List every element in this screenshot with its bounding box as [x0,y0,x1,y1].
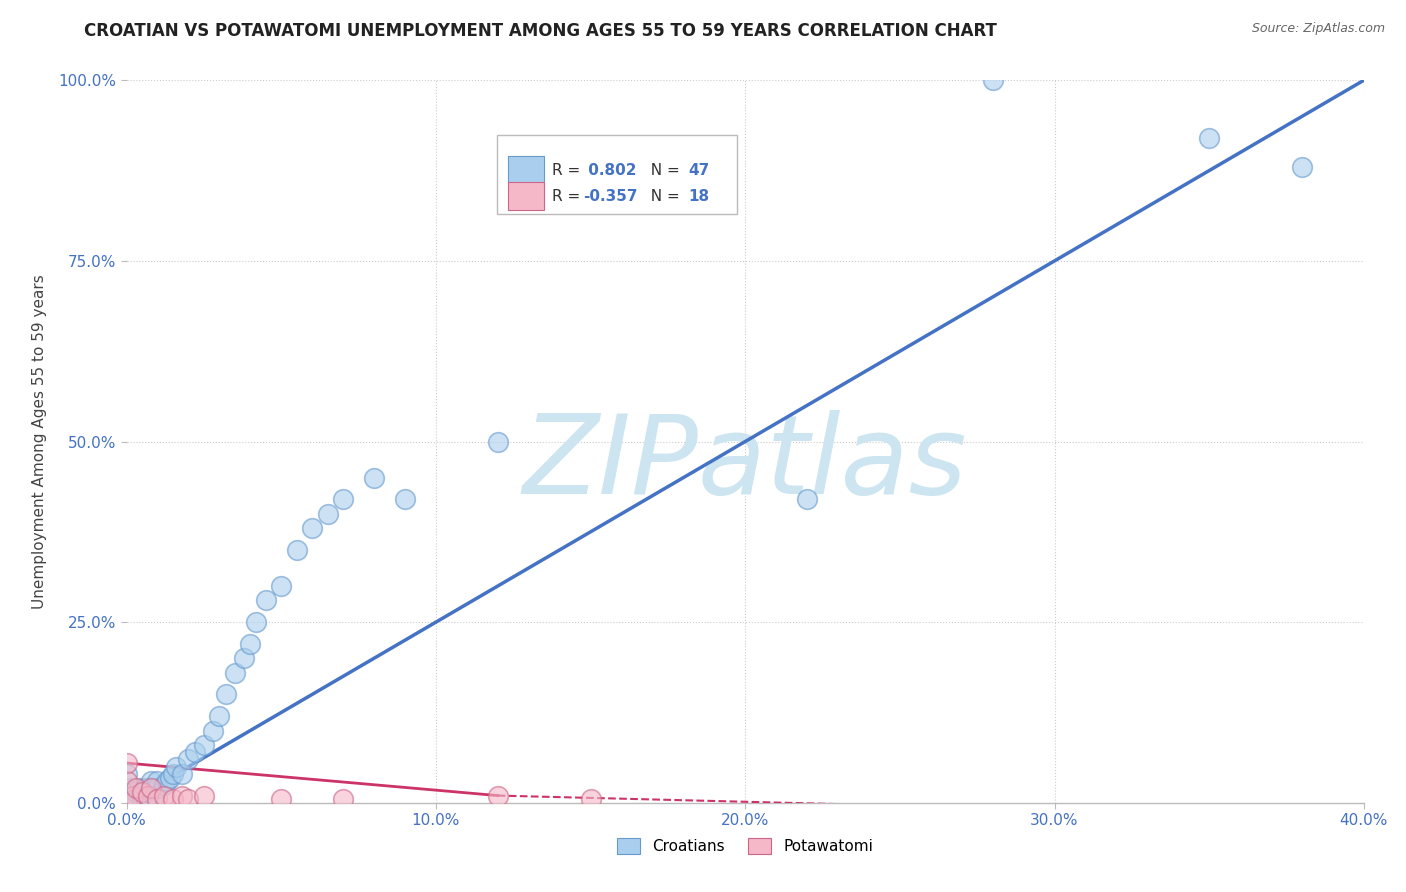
Point [121,789,143,803]
Point [125,785,148,799]
Point [332,792,354,806]
Point [233,651,256,665]
Point [162,767,184,781]
Point [579,792,602,806]
Point [177,752,200,766]
Point [363,470,385,484]
Point [159,771,181,785]
Point [270,792,292,806]
Text: N =: N = [641,188,685,203]
Point [146,774,169,789]
Point [131,796,153,810]
Legend: Croatians, Potawatomi: Croatians, Potawatomi [612,832,879,860]
Text: CROATIAN VS POTAWATOMI UNEMPLOYMENT AMONG AGES 55 TO 59 YEARS CORRELATION CHART: CROATIAN VS POTAWATOMI UNEMPLOYMENT AMON… [84,22,997,40]
Point [131,785,153,799]
Point [1198,131,1220,145]
Point [128,781,150,796]
Point [115,789,138,803]
Point [136,789,159,803]
Point [301,521,323,535]
Text: Source: ZipAtlas.com: Source: ZipAtlas.com [1251,22,1385,36]
Text: 0.802: 0.802 [583,162,637,178]
Point [1291,160,1313,174]
Point [115,781,138,796]
Point [245,615,267,630]
Point [486,434,509,449]
Point [193,789,215,803]
Point [172,767,194,781]
Point [193,738,215,752]
Point [254,593,277,607]
Point [183,745,205,759]
Point [125,781,148,796]
Point [239,637,262,651]
Point [131,789,153,803]
Point [152,778,174,792]
Point [141,774,163,789]
Text: N =: N = [641,162,685,178]
Point [285,542,308,557]
Point [156,774,179,789]
Text: 47: 47 [689,162,710,178]
Text: -0.357: -0.357 [583,188,637,203]
Point [486,789,509,803]
Point [214,687,236,701]
Point [316,507,339,521]
Y-axis label: Unemployment Among Ages 55 to 59 years: Unemployment Among Ages 55 to 59 years [32,274,46,609]
Point [125,792,148,806]
Point [224,665,246,680]
Point [121,789,143,803]
Point [394,492,416,507]
Point [208,709,231,723]
Point [121,796,143,810]
Point [134,781,156,796]
Point [162,792,184,806]
Point [332,492,354,507]
Point [115,796,138,810]
Point [141,781,163,796]
Text: 18: 18 [689,188,710,203]
Point [143,789,166,803]
Point [146,781,169,796]
Text: ZIPatlas: ZIPatlas [523,409,967,516]
Point [152,789,174,803]
Point [172,789,194,803]
Point [202,723,225,738]
Point [115,756,138,770]
Point [141,781,163,796]
Point [165,760,187,774]
Point [177,792,200,806]
Text: R =: R = [553,162,585,178]
Point [115,796,138,810]
Point [146,792,169,806]
Point [115,767,138,781]
Text: R =: R = [553,188,585,203]
Point [270,579,292,593]
Point [981,73,1004,87]
Point [115,774,138,789]
Point [796,492,818,507]
Point [136,789,159,803]
